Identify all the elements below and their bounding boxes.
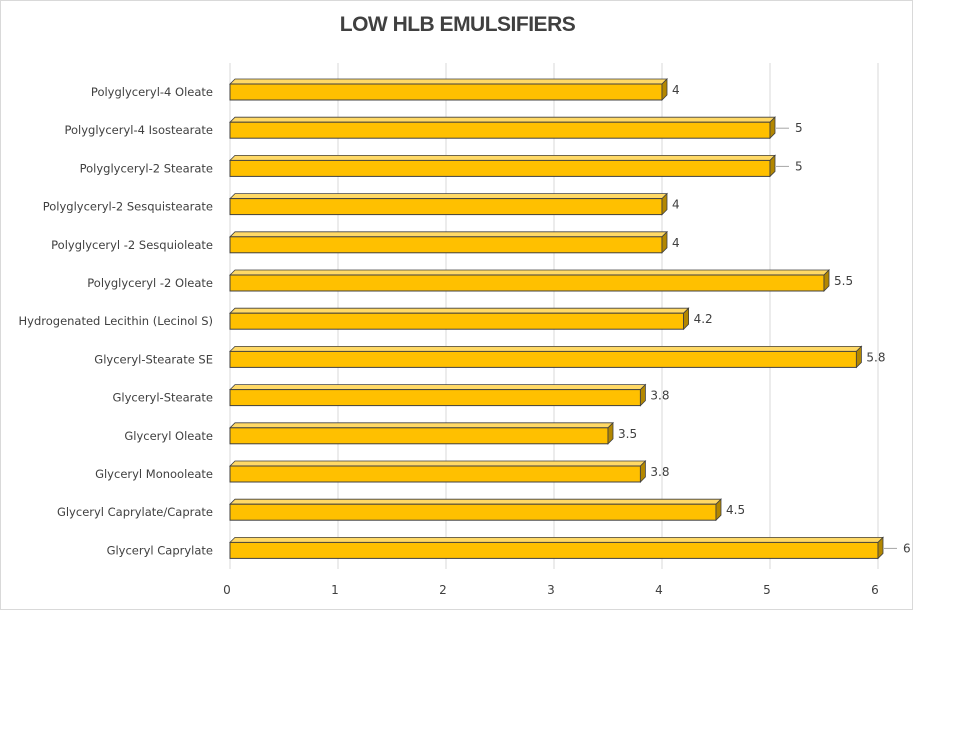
- data-labels: 4 5 5 4 4 5.5 4.2 5.8 3.8 3.5 3.8 4.5 6: [618, 83, 911, 555]
- data-label: 3.8: [650, 389, 669, 403]
- bar-top-face: [229, 78, 668, 85]
- data-label: 5: [795, 121, 803, 135]
- bar-side-face: [769, 154, 776, 178]
- bar-front-face: [229, 541, 879, 559]
- category-label: Polyglyceryl -2 Oleate: [87, 276, 213, 290]
- bar-front-face: [229, 121, 771, 139]
- data-label: 5.8: [866, 350, 885, 364]
- bar-side-face: [640, 460, 646, 483]
- category-label: Glyceryl Monooleate: [95, 467, 213, 481]
- bar-side-face: [715, 498, 722, 522]
- data-label: 4: [672, 236, 680, 250]
- bar-front-face: [229, 198, 663, 216]
- bar: [229, 460, 647, 483]
- x-tick-label: 6: [871, 583, 879, 597]
- data-label: 4: [672, 83, 680, 97]
- bar-top-face: [229, 307, 690, 314]
- bar-front-face: [229, 236, 663, 254]
- bar-front-face: [229, 159, 771, 177]
- category-label: Glyceryl Caprylate/Caprate: [57, 505, 213, 519]
- category-label: Polyglyceryl-4 Isostearate: [64, 123, 213, 137]
- bar-top-face: [229, 384, 647, 391]
- bar-side-face: [661, 78, 668, 101]
- bar-front-face: [229, 465, 641, 483]
- category-label: Hydrogenated Lecithin (Lecinol S): [19, 314, 214, 328]
- x-tick-label: 2: [439, 583, 447, 597]
- x-tick-label: 3: [547, 583, 555, 597]
- bar-top-face: [229, 269, 830, 276]
- bar-side-face: [856, 345, 862, 369]
- bar-side-face: [661, 192, 668, 216]
- bar-top-face: [229, 460, 647, 467]
- bar-front-face: [229, 83, 663, 101]
- category-label: Polyglyceryl-2 Stearate: [80, 161, 213, 175]
- chart-area: LOW HLB EMULSIFIERS Polyglyceryl-4 Oleat…: [0, 0, 913, 610]
- data-label: 3.5: [618, 427, 637, 441]
- bar-side-face: [769, 116, 776, 140]
- data-label: 6: [903, 541, 911, 555]
- bar-side-face: [823, 269, 830, 292]
- category-label: Glyceryl Caprylate: [107, 543, 213, 557]
- bar-top-face: [229, 498, 722, 505]
- bar-side-face: [607, 421, 614, 445]
- data-label: 4.2: [694, 312, 713, 326]
- category-label: Glyceryl-Stearate: [113, 391, 213, 405]
- bar-front-face: [229, 350, 857, 368]
- bar: [229, 383, 647, 407]
- bar: [229, 192, 668, 216]
- category-label: Polyglyceryl-4 Oleate: [91, 85, 213, 99]
- bar-front-face: [229, 503, 717, 521]
- bar-side-face: [661, 230, 668, 254]
- data-label: 5: [795, 159, 803, 173]
- bar-top-face: [229, 231, 668, 238]
- bar-top-face: [229, 193, 668, 200]
- x-axis-ticks: 0 1 2 3 4 5 6: [223, 583, 879, 597]
- x-tick-label: 1: [331, 583, 339, 597]
- bar: [229, 269, 830, 292]
- bar-top-face: [229, 537, 884, 543]
- bar-side-face: [683, 307, 689, 331]
- x-tick-label: 0: [223, 583, 231, 597]
- bar: [229, 78, 668, 101]
- bar-front-face: [229, 312, 685, 330]
- bar: [229, 230, 668, 254]
- bar-front-face: [229, 274, 825, 292]
- data-label: 4.5: [726, 503, 745, 517]
- category-label: Polyglyceryl -2 Sesquioleate: [51, 238, 213, 252]
- bar-side-face: [640, 383, 646, 407]
- data-label: 3.8: [650, 465, 669, 479]
- bar-front-face: [229, 389, 641, 407]
- bar: [229, 536, 884, 560]
- category-label: Glyceryl Oleate: [124, 429, 213, 443]
- category-label: Polyglyceryl-2 Sesquistearate: [43, 200, 213, 214]
- bar: [229, 154, 776, 178]
- x-tick-label: 5: [763, 583, 771, 597]
- bar-top-face: [229, 116, 776, 123]
- bar: [229, 307, 690, 331]
- bar: [229, 116, 776, 140]
- bar: [229, 421, 614, 445]
- bars: [229, 78, 884, 560]
- bar-top-face: [229, 422, 614, 429]
- bar: [229, 345, 863, 369]
- bar-top-face: [229, 345, 863, 352]
- category-label: Glyceryl-Stearate SE: [94, 352, 213, 366]
- chart-plot: Polyglyceryl-4 Oleate Polyglyceryl-4 Isos…: [19, 63, 911, 597]
- chart-title: LOW HLB EMULSIFIERS: [339, 13, 576, 36]
- bar-side-face: [877, 536, 884, 560]
- bar-front-face: [229, 427, 609, 445]
- bar: [229, 498, 722, 522]
- x-tick-label: 4: [655, 583, 663, 597]
- data-label: 5.5: [834, 274, 853, 288]
- bar-top-face: [229, 154, 776, 161]
- data-label: 4: [672, 198, 680, 212]
- category-labels: Polyglyceryl-4 Oleate Polyglyceryl-4 Isos…: [19, 85, 214, 557]
